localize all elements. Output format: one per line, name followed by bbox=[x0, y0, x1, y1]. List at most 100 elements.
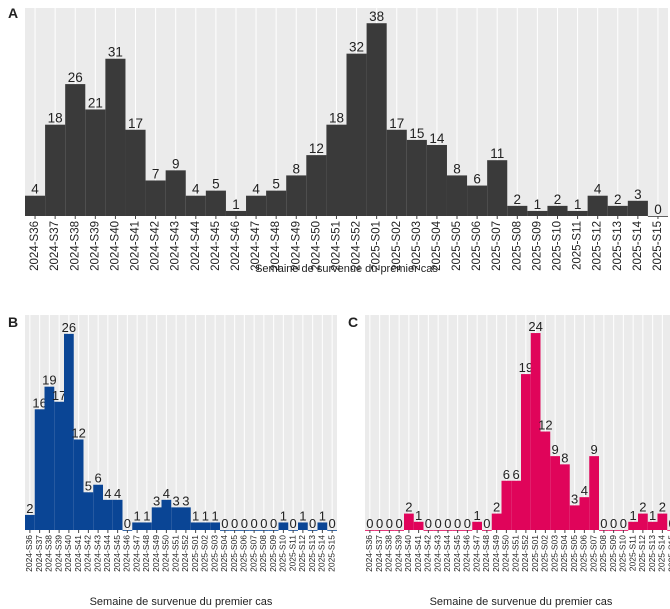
x-tick-label: 2024-S45 bbox=[210, 221, 222, 271]
bar bbox=[171, 507, 181, 530]
value-label: 0 bbox=[241, 516, 248, 531]
value-label: 1 bbox=[534, 197, 542, 212]
bar bbox=[589, 456, 599, 530]
x-tick-label: 2025-S07 bbox=[588, 535, 598, 572]
value-label: 1 bbox=[474, 508, 481, 523]
value-label: 1 bbox=[134, 508, 141, 523]
x-tick-label: 2025-S03 bbox=[549, 535, 559, 572]
value-label: 0 bbox=[221, 516, 228, 531]
x-tick-label: 2025-S05 bbox=[229, 535, 239, 572]
x-tick-label: 2025-S11 bbox=[627, 535, 637, 572]
value-label: 4 bbox=[31, 182, 39, 197]
x-tick-label: 2025-S05 bbox=[451, 221, 463, 271]
value-label: 4 bbox=[252, 182, 260, 197]
x-tick-label: 2024-S51 bbox=[170, 535, 180, 572]
value-label: 2 bbox=[639, 500, 646, 515]
bar bbox=[112, 499, 123, 530]
bar bbox=[491, 513, 502, 530]
value-label: 0 bbox=[386, 516, 393, 531]
bar bbox=[25, 195, 46, 216]
x-tick-label: 2024-S43 bbox=[170, 221, 182, 271]
x-tick-label: 2025-S04 bbox=[431, 220, 443, 270]
bar bbox=[406, 139, 427, 216]
value-label: 2 bbox=[26, 501, 33, 516]
value-label: 9 bbox=[591, 442, 598, 457]
x-tick-label: 2024-S44 bbox=[102, 535, 112, 572]
bar bbox=[142, 522, 152, 530]
x-tick-label: 2025-S14 bbox=[317, 535, 327, 572]
bar bbox=[386, 129, 407, 216]
value-label: 2 bbox=[614, 192, 622, 207]
value-label: 8 bbox=[561, 450, 568, 465]
x-tick-label: 2025-S06 bbox=[579, 535, 589, 572]
x-tick-label: 2024-S41 bbox=[130, 221, 142, 271]
value-label: 3 bbox=[173, 493, 180, 508]
value-label: 0 bbox=[260, 516, 267, 531]
value-label: 17 bbox=[128, 116, 143, 131]
value-label: 4 bbox=[192, 182, 200, 197]
x-tick-label: 2025-S10 bbox=[552, 221, 564, 271]
value-label: 17 bbox=[389, 116, 404, 131]
bar bbox=[306, 155, 327, 216]
bar bbox=[587, 195, 608, 216]
value-label: 16 bbox=[32, 395, 46, 410]
value-label: 0 bbox=[309, 516, 316, 531]
bar bbox=[45, 124, 66, 216]
bar bbox=[65, 84, 86, 216]
x-tick-label: 2024-S40 bbox=[403, 535, 413, 572]
x-tick-label: 2025-S15 bbox=[666, 535, 670, 572]
value-label: 4 bbox=[163, 486, 170, 501]
x-tick-label: 2024-S50 bbox=[161, 535, 171, 572]
value-label: 14 bbox=[429, 131, 445, 146]
bar bbox=[628, 521, 638, 530]
bar bbox=[181, 507, 191, 530]
value-label: 0 bbox=[610, 516, 617, 531]
bar bbox=[103, 499, 113, 530]
bar bbox=[346, 53, 367, 216]
value-label: 5 bbox=[85, 478, 92, 493]
panel: A42024-S36182024-S37262024-S38212024-S39… bbox=[8, 5, 668, 275]
value-label: 4 bbox=[581, 483, 588, 498]
x-tick-label: 2025-S03 bbox=[411, 221, 423, 271]
bar bbox=[125, 129, 146, 216]
x-tick-label: 2024-S52 bbox=[180, 535, 190, 572]
x-tick-label: 2024-S45 bbox=[112, 535, 122, 572]
value-label: 0 bbox=[231, 516, 238, 531]
value-label: 6 bbox=[513, 467, 520, 482]
value-label: 3 bbox=[182, 493, 189, 508]
bar bbox=[93, 484, 103, 530]
x-tick-label: 2025-S13 bbox=[307, 535, 317, 572]
x-tick-label: 2024-S49 bbox=[290, 221, 302, 271]
x-tick-label: 2025-S14 bbox=[632, 220, 644, 270]
value-label: 12 bbox=[538, 418, 552, 433]
bar bbox=[246, 195, 267, 216]
x-tick-label: 2025-S02 bbox=[391, 221, 403, 271]
x-axis-title: Semaine de survenue du premier cas bbox=[255, 263, 438, 275]
x-tick-label: 2025-S04 bbox=[219, 535, 229, 572]
x-tick-label: 2025-S12 bbox=[637, 535, 647, 572]
bar bbox=[607, 205, 628, 216]
x-tick-label: 2024-S48 bbox=[270, 221, 282, 271]
x-tick-label: 2024-S50 bbox=[501, 535, 511, 572]
value-label: 26 bbox=[68, 70, 83, 85]
value-label: 19 bbox=[519, 360, 533, 375]
value-label: 1 bbox=[202, 508, 209, 523]
x-tick-label: 2024-S44 bbox=[190, 220, 202, 270]
x-tick-label: 2025-S10 bbox=[278, 535, 288, 572]
value-label: 2 bbox=[514, 192, 522, 207]
bar bbox=[151, 507, 162, 530]
x-tick-label: 2024-S50 bbox=[310, 221, 322, 271]
x-tick-label: 2025-S09 bbox=[608, 535, 618, 572]
x-tick-label: 2025-S06 bbox=[471, 221, 483, 271]
bar bbox=[317, 522, 328, 530]
bar bbox=[200, 522, 211, 530]
value-label: 3 bbox=[634, 187, 642, 202]
value-label: 8 bbox=[293, 161, 301, 176]
bar bbox=[298, 522, 308, 530]
bar bbox=[547, 205, 568, 216]
x-tick-label: 2025-S05 bbox=[569, 535, 579, 572]
value-label: 0 bbox=[620, 516, 627, 531]
value-label: 2 bbox=[405, 500, 412, 515]
value-label: 4 bbox=[114, 486, 121, 501]
value-label: 24 bbox=[528, 319, 542, 334]
